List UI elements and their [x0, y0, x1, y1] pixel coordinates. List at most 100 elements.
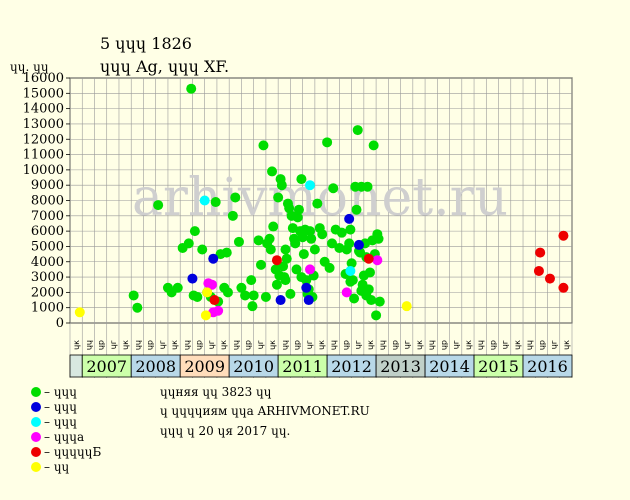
- quarter-label: ɥг: [207, 340, 216, 349]
- data-point: [274, 270, 285, 281]
- data-point: [207, 279, 218, 290]
- data-point: [544, 273, 555, 284]
- legend-label: – ɥɥɥɥɥБ: [44, 445, 101, 459]
- footer-line-1: ɥɥняя ɥɥ 3823 ɥɥ: [160, 385, 272, 399]
- y-tick-label: 7000: [31, 209, 64, 224]
- y-tick-label: 11000: [23, 148, 64, 163]
- year-label: 2008: [135, 357, 176, 376]
- quarter-label: ɥк: [415, 340, 424, 350]
- year-label: 2010: [233, 357, 274, 376]
- data-point: [303, 295, 314, 306]
- quarter-label: ɥр: [146, 340, 155, 350]
- data-point: [258, 140, 269, 151]
- data-point: [240, 290, 251, 301]
- data-point: [268, 221, 279, 232]
- y-axis-unit: ɥɥ. ɥɥ: [10, 60, 49, 74]
- data-point: [222, 287, 233, 298]
- quarter-label: ɥк: [121, 340, 130, 350]
- year-cell: [522, 354, 573, 378]
- data-point: [233, 236, 244, 247]
- data-point: [558, 282, 569, 293]
- data-point: [278, 261, 289, 272]
- data-point: [298, 249, 309, 260]
- quarter-label: ɥк: [72, 340, 81, 350]
- data-point: [285, 288, 296, 299]
- data-point: [364, 267, 375, 278]
- quarter-label: ɥк: [513, 340, 522, 350]
- year-cell-blank: [69, 354, 83, 378]
- data-point: [373, 233, 384, 244]
- data-point: [349, 293, 360, 304]
- data-point: [352, 125, 363, 136]
- quarter-label: ɥг: [550, 340, 559, 349]
- y-tick-label: 2000: [31, 285, 64, 300]
- y-tick-label: 4000: [31, 255, 64, 270]
- data-point: [292, 212, 303, 223]
- quarter-label: ɥр: [341, 340, 350, 350]
- quarter-label: ɥк: [562, 340, 571, 350]
- data-point: [230, 192, 241, 203]
- year-label: 2011: [282, 357, 323, 376]
- footer-line-3: ɥɥɥ ɥ 20 ɥя 2017 ɥɥ.: [160, 424, 290, 438]
- data-point: [328, 183, 339, 194]
- data-point: [345, 276, 356, 287]
- data-point: [183, 238, 194, 249]
- data-point: [209, 295, 220, 306]
- data-point: [558, 230, 569, 241]
- x-axis-quarter-labels: ɥк ɥɥ ɥр ɥг ɥк ɥɥ ɥр ɥг ɥк ɥɥ ɥр ɥг ɥк ɥɥ ɥр ɥг ɥк ɥɥ ɥр ɥг…: [72, 340, 571, 350]
- data-point: [304, 180, 315, 191]
- data-point: [128, 290, 139, 301]
- data-point: [290, 238, 301, 249]
- data-point: [172, 282, 183, 293]
- year-label: 2012: [331, 357, 372, 376]
- y-tick-label: 8000: [31, 194, 64, 209]
- data-point: [247, 301, 258, 312]
- data-point: [345, 224, 356, 235]
- data-point: [187, 273, 198, 284]
- data-point: [401, 301, 412, 312]
- data-point: [371, 310, 382, 321]
- data-point: [281, 253, 292, 264]
- legend-label: – ɥɥɥа: [44, 430, 84, 444]
- y-tick-label: 3000: [31, 270, 64, 285]
- data-point: [199, 195, 210, 206]
- data-point: [276, 180, 287, 191]
- data-point: [265, 244, 276, 255]
- data-point: [309, 244, 320, 255]
- data-point: [200, 310, 211, 321]
- data-point: [341, 287, 352, 298]
- quarter-label: ɥɥ: [231, 340, 240, 350]
- quarter-label: ɥк: [464, 340, 473, 350]
- quarter-label: ɥр: [537, 340, 546, 350]
- data-point: [271, 279, 282, 290]
- data-points: [74, 83, 569, 321]
- quarter-label: ɥɥ: [329, 340, 338, 350]
- y-tick-label: 9000: [31, 178, 64, 193]
- legend-marker: [31, 462, 41, 472]
- data-point: [317, 229, 328, 240]
- data-point: [221, 247, 232, 258]
- data-point: [353, 239, 364, 250]
- y-tick-label: 12000: [23, 132, 64, 147]
- data-point: [264, 233, 275, 244]
- data-point: [197, 244, 208, 255]
- quarter-label: ɥɥ: [525, 340, 534, 350]
- quarter-label: ɥк: [317, 340, 326, 350]
- legend-label: – ɥɥɥ: [44, 400, 77, 414]
- y-tick-label: 1000: [31, 301, 64, 316]
- quarter-label: ɥɥ: [427, 340, 436, 350]
- data-point: [374, 296, 385, 307]
- data-point: [312, 198, 323, 209]
- data-point: [304, 226, 315, 237]
- data-point: [213, 305, 224, 316]
- chart-subtitle: ɥɥɥ Ag, ɥɥɥ XF.: [100, 57, 229, 76]
- legend: – ɥɥɥ– ɥɥɥ– ɥɥɥ– ɥɥɥа– ɥɥɥɥɥБ– ɥɥ: [31, 385, 101, 474]
- quarter-label: ɥɥ: [280, 340, 289, 350]
- data-point: [301, 282, 312, 293]
- y-tick-label: 16000: [23, 71, 64, 86]
- quarter-label: ɥр: [195, 340, 204, 350]
- quarter-label: ɥр: [390, 340, 399, 350]
- data-point: [202, 287, 213, 298]
- data-point: [280, 244, 291, 255]
- year-label: 2016: [527, 357, 568, 376]
